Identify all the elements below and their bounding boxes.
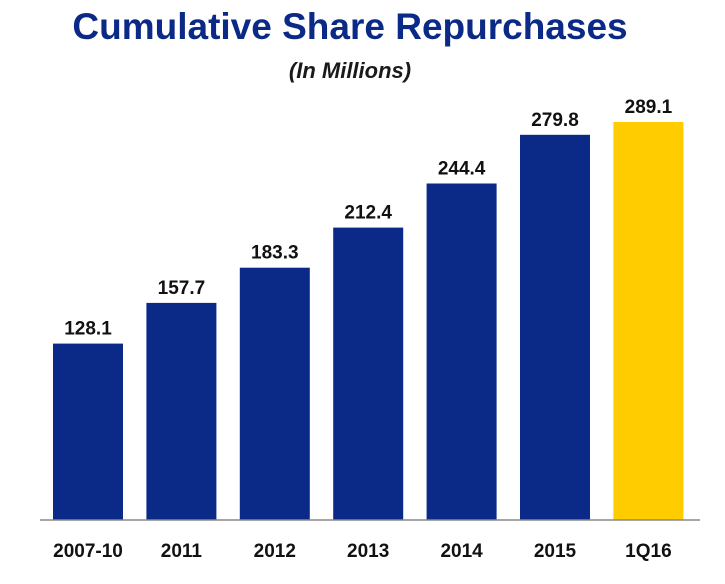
data-label-2007-10: 128.1 xyxy=(64,319,112,340)
bar-2012 xyxy=(239,267,310,520)
bar-2015 xyxy=(520,134,590,521)
data-label-1Q16: 289.1 xyxy=(625,97,673,118)
chart-title: Cumulative Share Repurchases xyxy=(72,6,628,47)
data-label-2014: 244.4 xyxy=(438,159,486,180)
x-tick-labels-group: 2007-10 2011 2012 2013 2014 2015 1Q16 xyxy=(53,541,672,562)
bar-2013 xyxy=(333,227,404,520)
x-tick-label-2007-10: 2007-10 xyxy=(53,541,123,562)
x-tick-label-2012: 2012 xyxy=(254,541,296,562)
data-label-2011: 157.7 xyxy=(158,278,206,299)
bars-group xyxy=(53,122,684,521)
x-tick-label-2011: 2011 xyxy=(161,541,203,562)
data-label-2013: 212.4 xyxy=(344,203,392,224)
x-tick-label-1Q16: 1Q16 xyxy=(625,541,671,562)
chart-subtitle: (In Millions) xyxy=(288,58,412,83)
x-tick-label-2013: 2013 xyxy=(347,541,389,562)
bar-2011 xyxy=(146,302,217,520)
bar-2014 xyxy=(426,183,497,520)
data-label-2012: 183.3 xyxy=(251,243,299,264)
bar-2007-10 xyxy=(53,343,123,520)
bar-1Q16 xyxy=(613,122,684,520)
x-tick-label-2015: 2015 xyxy=(534,541,577,562)
data-labels-group: 128.1 157.7 183.3 212.4 244.4 279.8 289.1 xyxy=(64,97,672,340)
data-label-2015: 279.8 xyxy=(531,110,579,131)
x-tick-label-2014: 2014 xyxy=(440,541,483,562)
